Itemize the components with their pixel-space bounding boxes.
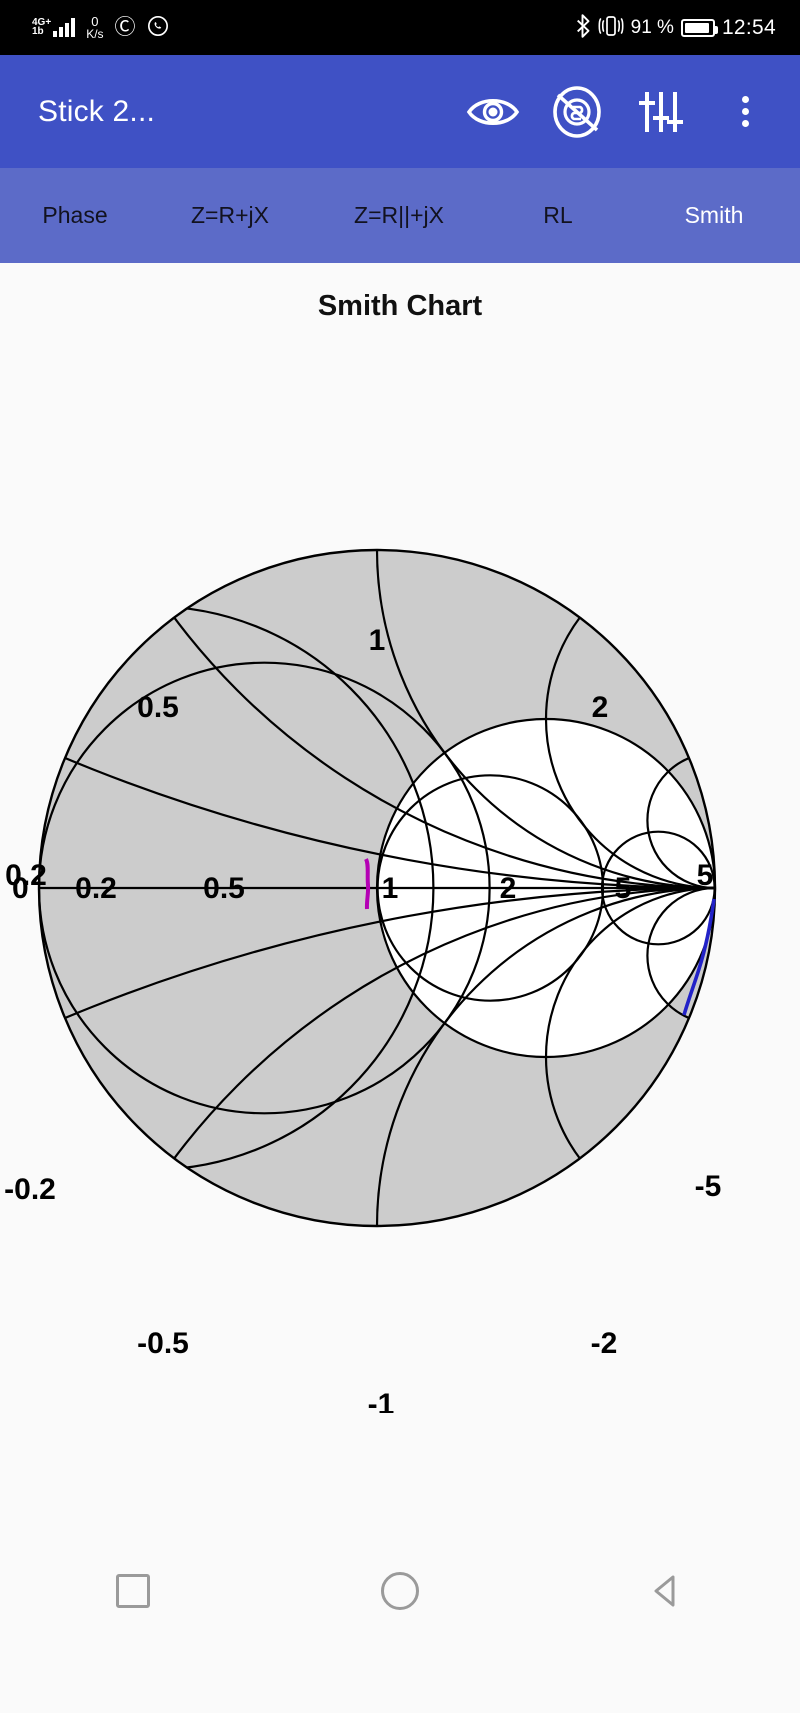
status-bar-left: 4G+ 1b 0 K/s Ⓒ: [0, 15, 169, 41]
label-x-neg0p2: -0.2: [4, 1173, 56, 1206]
trace-blue: [682, 898, 716, 1016]
trace-magenta: [364, 858, 371, 910]
label-r-0p5: 0.5: [203, 872, 245, 905]
label-r-0: 0: [12, 872, 29, 905]
nav-recents-button[interactable]: [88, 1546, 178, 1636]
nav-home-button[interactable]: [355, 1546, 445, 1636]
at-icon: Ⓒ: [114, 16, 136, 39]
label-r-0p2: 0.2: [75, 872, 117, 905]
square-icon: [116, 1573, 151, 1608]
smith-chart-labels: 1 0.5 0.2 2 5 -0.2 -0.5 -1 -2 -5 0 0.2 0…: [4, 624, 721, 1413]
network-sub-label: 1b: [32, 26, 44, 38]
tab-rl[interactable]: RL: [543, 202, 573, 228]
circle-icon: [380, 1571, 419, 1610]
label-r-2: 2: [500, 872, 517, 905]
bluetooth-icon: [574, 13, 591, 42]
label-x-neg5: -5: [695, 1170, 722, 1203]
vibrate-icon: [598, 15, 624, 41]
signal-icon: 4G+ 1b: [32, 17, 76, 38]
smith-chart-svg: 1 0.5 0.2 2 5 -0.2 -0.5 -1 -2 -5 0 0.2 0…: [4, 548, 721, 1413]
eye-icon[interactable]: [464, 83, 522, 141]
app-title: Stick 2...: [38, 94, 156, 128]
system-nav-bar: [0, 1468, 800, 1713]
nav-back-button[interactable]: [622, 1546, 712, 1636]
label-x-5: 5: [697, 859, 714, 892]
network-type-label: 4G+: [32, 17, 52, 29]
status-bar: 4G+ 1b 0 K/s Ⓒ 91 % 12:54: [0, 0, 800, 55]
label-x-2: 2: [592, 691, 609, 724]
label-x-neg0p5: -0.5: [137, 1327, 189, 1360]
smith-grid: [39, 550, 715, 1226]
data-rate-unit: K/s: [86, 27, 104, 41]
data-rate-value: 0: [91, 14, 99, 29]
label-x-0p2: 0.2: [5, 859, 47, 892]
tab-bar: Phase Z=R+jX Z=R||+jX RL Smith: [0, 168, 800, 263]
tune-sliders-icon[interactable]: [632, 83, 690, 141]
label-x-1: 1: [369, 624, 386, 657]
label-x-neg2: -2: [591, 1327, 618, 1360]
whatsapp-icon: [147, 15, 169, 41]
label-r-1: 1: [382, 872, 399, 905]
chart-content-area: Smith Chart: [0, 263, 800, 1713]
no-capture-icon[interactable]: [548, 83, 606, 141]
battery-percent-label: 91 %: [630, 16, 674, 38]
battery-icon: [680, 18, 718, 37]
tab-phase[interactable]: Phase: [42, 202, 108, 228]
tab-smith[interactable]: Smith: [684, 202, 744, 228]
app-bar-actions: [464, 83, 800, 141]
label-r-5: 5: [615, 872, 632, 905]
tab-z-series[interactable]: Z=R+jX: [191, 202, 269, 228]
label-x-0p5: 0.5: [137, 691, 179, 724]
app-bar: Stick 2...: [0, 55, 800, 168]
tab-z-parallel[interactable]: Z=R||+jX: [354, 202, 444, 228]
label-x-neg1: -1: [368, 1388, 395, 1413]
page-title: Smith Chart: [317, 290, 483, 322]
smith-chart[interactable]: 1 0.5 0.2 2 5 -0.2 -0.5 -1 -2 -5 0 0.2 0…: [0, 413, 800, 1413]
data-rate-indicator: 0 K/s: [86, 15, 103, 40]
back-triangle-icon: [654, 1575, 675, 1606]
status-bar-right: 91 % 12:54: [574, 13, 800, 42]
status-bar-clock: 12:54: [721, 15, 776, 39]
overflow-menu-icon[interactable]: [716, 83, 774, 141]
